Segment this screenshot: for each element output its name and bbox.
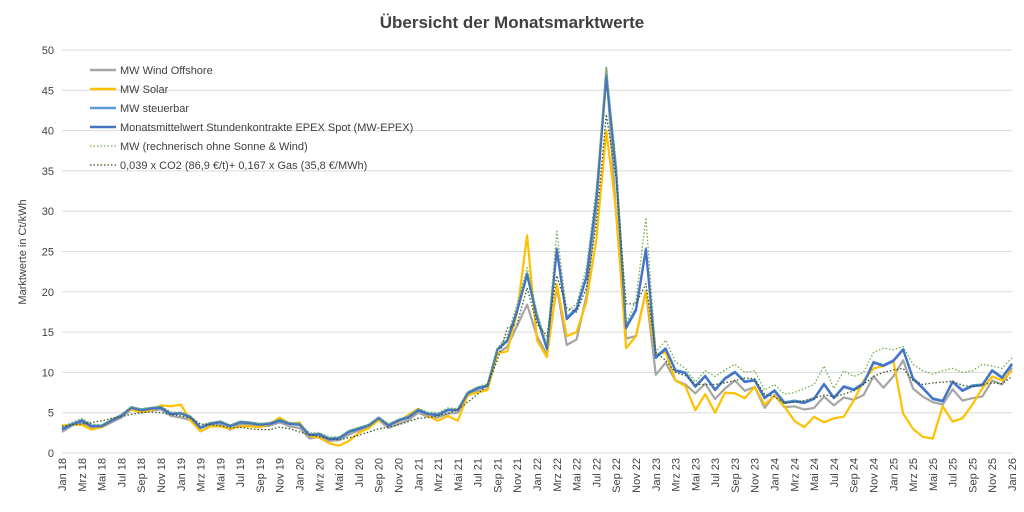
x-tick-label: Sep 19: [255, 458, 267, 493]
x-tick-label: Nov 21: [512, 458, 524, 493]
y-tick-label: 0: [48, 448, 54, 460]
y-tick-label: 45: [42, 85, 54, 97]
x-tick-label: Mai 21: [453, 458, 465, 491]
x-tick-label: Jul 24: [829, 458, 841, 487]
x-tick-label: Mai 18: [97, 458, 109, 491]
x-tick-label: Mrz 22: [552, 458, 564, 492]
y-tick-label: 35: [42, 166, 54, 178]
x-tick-label: Sep 21: [492, 458, 504, 493]
y-tick-label: 5: [48, 408, 54, 420]
x-tick-label: Sep 23: [730, 458, 742, 493]
x-tick-label: Sep 22: [611, 458, 623, 493]
x-tick-label: Jul 18: [116, 458, 128, 487]
x-tick-label: Jul 25: [948, 458, 960, 487]
x-tick-label: Jan 19: [176, 458, 188, 491]
legend-label: MW Wind Offshore: [120, 65, 213, 77]
chart-title: Übersicht der Monatsmarktwerte: [380, 13, 645, 32]
series-line: [61, 113, 1013, 441]
x-tick-label: Sep 20: [374, 458, 386, 493]
x-tick-label: Mai 22: [572, 458, 584, 491]
x-tick-label: Jan 23: [651, 458, 663, 491]
x-tick-label: Mai 19: [215, 458, 227, 491]
y-tick-label: 25: [42, 247, 54, 259]
x-tick-label: Mrz 20: [314, 458, 326, 492]
legend-label: MW steuerbar: [120, 103, 189, 115]
y-tick-label: 40: [42, 126, 54, 138]
legend-label: MW Solar: [120, 84, 169, 96]
legend-label: 0,039 x CO2 (86,9 €/t)+ 0,167 x Gas (35,…: [120, 160, 367, 172]
y-axis-label: Marktwerte in Ct/kWh: [17, 199, 29, 304]
x-tick-label: Jan 24: [770, 458, 782, 491]
x-tick-label: Sep 25: [967, 458, 979, 493]
x-tick-label: Mrz 19: [196, 458, 208, 492]
x-tick-label: Mrz 24: [789, 458, 801, 492]
y-tick-label: 50: [42, 45, 54, 57]
x-tick-label: Jul 23: [710, 458, 722, 487]
series-line: [61, 129, 1013, 447]
series-line: [61, 65, 1013, 438]
x-tick-label: Mai 23: [690, 458, 702, 491]
x-tick-label: Nov 18: [156, 458, 168, 493]
x-tick-label: Jul 21: [473, 458, 485, 487]
y-tick-label: 30: [42, 206, 54, 218]
x-tick-label: Mrz 25: [908, 458, 920, 492]
x-tick-label: Jan 18: [57, 458, 69, 491]
y-tick-label: 15: [42, 327, 54, 339]
x-tick-label: Jul 22: [591, 458, 603, 487]
x-tick-label: Jan 25: [888, 458, 900, 491]
x-tick-label: Jan 22: [532, 458, 544, 491]
x-tick-label: Nov 22: [631, 458, 643, 493]
x-tick-label: Jul 19: [235, 458, 247, 487]
x-tick-label: Mai 20: [334, 458, 346, 491]
x-tick-label: Mrz 18: [77, 458, 89, 492]
x-tick-label: Nov 20: [393, 458, 405, 493]
x-tick-label: Jan 26: [1007, 458, 1019, 491]
x-tick-label: Mai 24: [809, 458, 821, 491]
x-tick-label: Nov 24: [868, 458, 880, 493]
series-line: [61, 76, 1013, 441]
x-tick-label: Nov 25: [987, 458, 999, 493]
x-tick-label: Jan 20: [295, 458, 307, 491]
legend-label: Monatsmittelwert Stundenkontrakte EPEX S…: [120, 122, 413, 134]
x-tick-label: Jan 21: [413, 458, 425, 491]
x-tick-label: Nov 23: [750, 458, 762, 493]
x-tick-label: Mai 25: [928, 458, 940, 491]
x-tick-label: Mrz 21: [433, 458, 445, 492]
y-tick-label: 10: [42, 367, 54, 379]
x-tick-label: Sep 18: [136, 458, 148, 493]
x-tick-label: Sep 24: [849, 458, 861, 493]
y-tick-label: 20: [42, 287, 54, 299]
x-tick-label: Jul 20: [354, 458, 366, 487]
legend-label: MW (rechnerisch ohne Sonne & Wind): [120, 141, 308, 153]
x-tick-label: Mrz 23: [671, 458, 683, 492]
x-tick-label: Nov 19: [275, 458, 287, 493]
